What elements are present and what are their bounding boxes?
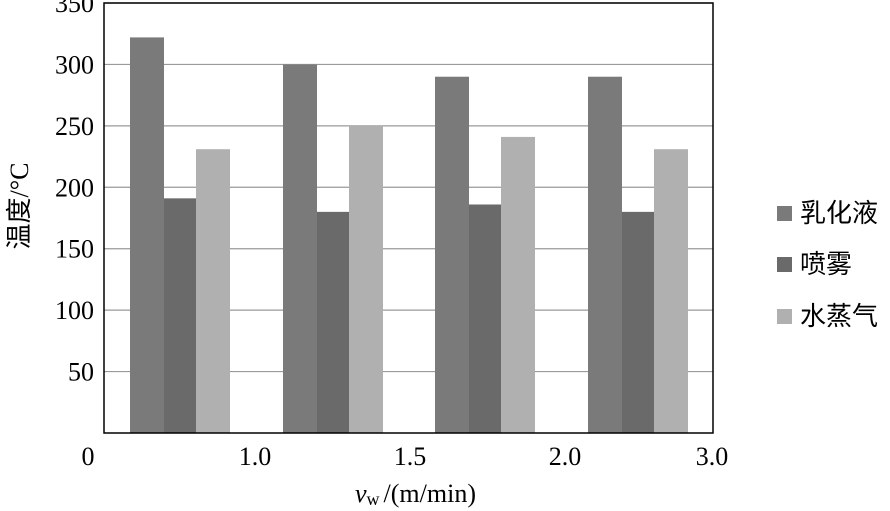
y-tick-label: 250: [55, 112, 94, 141]
y-axis-label: 温度/°C: [5, 163, 34, 250]
legend-swatch: [777, 309, 792, 324]
x-tick-label: 2.0: [549, 442, 582, 471]
y-tick-label: 350: [55, 0, 94, 18]
x-tick-label: 1.5: [394, 442, 427, 471]
bar: [196, 149, 230, 433]
y-tick-label: 300: [55, 50, 94, 79]
legend-swatch: [777, 206, 792, 221]
bar: [654, 149, 688, 433]
bar: [588, 76, 622, 433]
x-axis-label-var: v: [355, 479, 367, 508]
x-tick-label: 0: [82, 442, 95, 471]
bar: [469, 204, 501, 433]
legend-label: 喷雾: [800, 250, 852, 280]
y-tick-label: 50: [68, 358, 94, 387]
legend-label: 水蒸气: [800, 302, 878, 332]
y-tick-label: 200: [55, 173, 94, 202]
bar: [501, 136, 535, 433]
bars: [130, 37, 688, 434]
x-axis-label-unit: /(m/min): [384, 479, 476, 508]
x-axis-label: vw/(m/min): [355, 479, 476, 509]
x-tick-label: 1.0: [239, 442, 272, 471]
x-tick-label: 3.0: [696, 442, 729, 471]
bar: [622, 211, 654, 433]
y-tick-labels: 50 100 150 200 250 300 350: [55, 0, 94, 387]
y-tick-label: 150: [55, 235, 94, 264]
bar: [349, 125, 383, 433]
x-tick-labels: 0 1.0 1.5 2.0 3.0: [82, 442, 729, 471]
legend-swatch: [777, 257, 792, 272]
x-axis-label-sub: w: [367, 489, 380, 509]
bar: [435, 76, 469, 433]
bar: [317, 211, 349, 433]
y-tick-label: 100: [55, 296, 94, 325]
bar: [283, 64, 317, 433]
plot-frame: [103, 2, 714, 434]
bar: [130, 37, 164, 434]
legend-label: 乳化液: [800, 199, 878, 229]
bar: [164, 198, 196, 433]
